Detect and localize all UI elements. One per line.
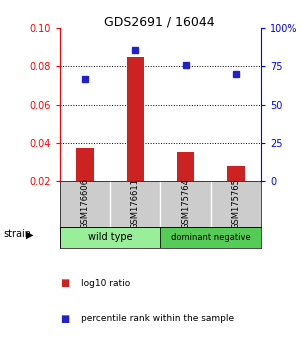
- Text: log10 ratio: log10 ratio: [81, 279, 130, 288]
- Text: GSM176606: GSM176606: [81, 178, 90, 229]
- Text: percentile rank within the sample: percentile rank within the sample: [81, 314, 234, 323]
- Text: dominant negative: dominant negative: [171, 233, 250, 242]
- Text: GSM176611: GSM176611: [131, 178, 140, 229]
- Bar: [60, 227, 160, 248]
- Bar: [127, 57, 144, 181]
- Text: strain: strain: [3, 229, 31, 239]
- Text: GDS2691 / 16044: GDS2691 / 16044: [104, 16, 214, 29]
- Text: GSM175764: GSM175764: [181, 178, 190, 229]
- Text: ▶: ▶: [26, 229, 33, 239]
- Bar: [160, 227, 261, 248]
- Text: ■: ■: [60, 278, 69, 288]
- Bar: [76, 148, 94, 181]
- Text: ■: ■: [60, 314, 69, 324]
- Text: wild type: wild type: [88, 233, 133, 242]
- Bar: [227, 166, 245, 181]
- Bar: [177, 152, 194, 181]
- Text: GSM175765: GSM175765: [231, 178, 240, 229]
